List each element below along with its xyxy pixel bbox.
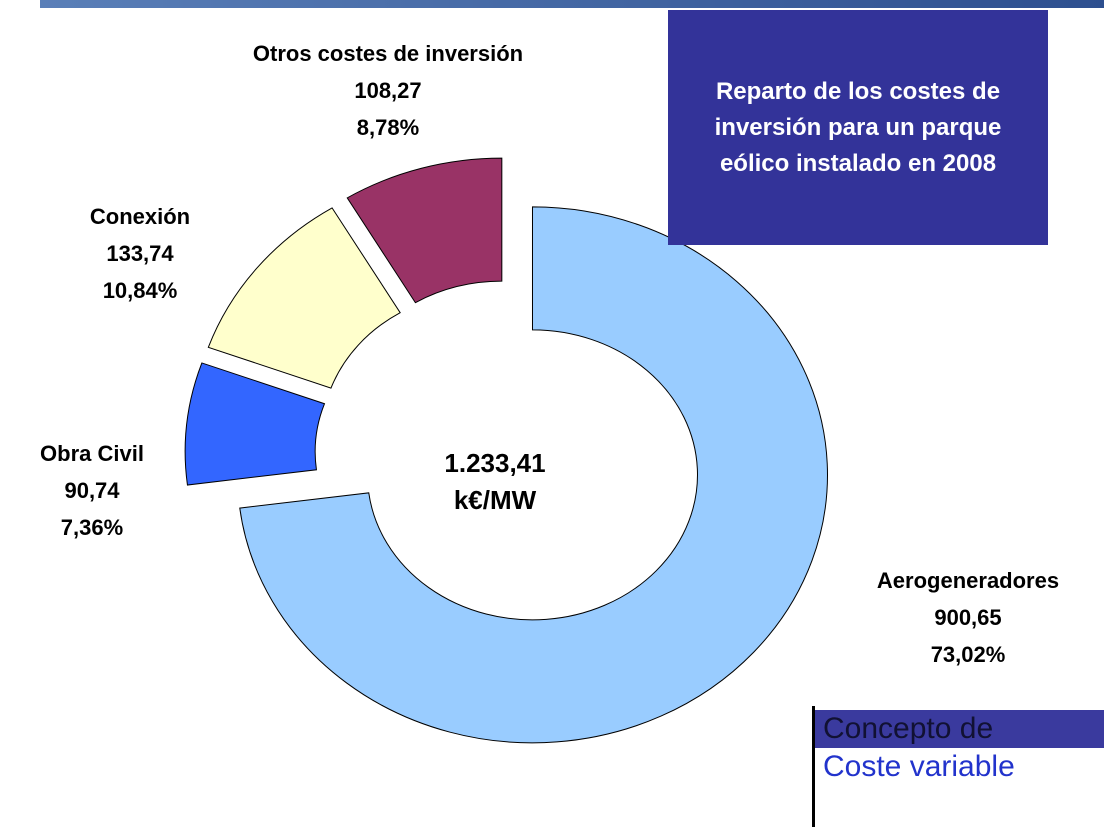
donut-slice [346,157,503,304]
table-row: Coste variable [823,750,1015,783]
donut-slice [239,206,828,744]
slice-label: 90,74 [64,478,120,503]
chart-title: Reparto de los costes de inversión para … [714,77,1002,177]
slice-label: 133,74 [106,241,174,266]
slice-label: 10,84% [103,278,178,303]
table-header: Concepto de [815,710,1104,748]
table-fragment: Concepto de Coste variable [812,706,1104,827]
slice-label: Otros costes de inversión [253,41,523,66]
top-rule [40,0,1104,8]
slice-label: 108,27 [354,78,421,103]
slice-label: 900,65 [934,605,1001,630]
slice-label: 8,78% [357,115,419,140]
center-label: 1.233,41 [444,448,545,478]
slice-label: Aerogeneradores [877,568,1059,593]
center-unit: k€/MW [454,485,537,515]
donut-slice [184,362,326,486]
slice-label: 73,02% [931,642,1006,667]
title-box: Reparto de los costes de inversión para … [668,10,1048,245]
slice-label: Obra Civil [40,441,144,466]
donut-slice [207,207,401,389]
slice-label: 7,36% [61,515,123,540]
slice-label: Conexión [90,204,190,229]
